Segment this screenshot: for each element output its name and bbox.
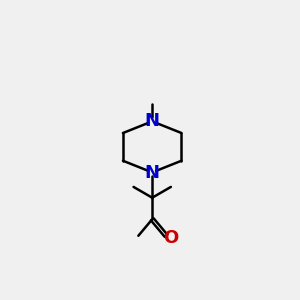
Text: N: N: [145, 164, 160, 182]
Text: O: O: [163, 229, 178, 247]
Text: N: N: [145, 112, 160, 130]
